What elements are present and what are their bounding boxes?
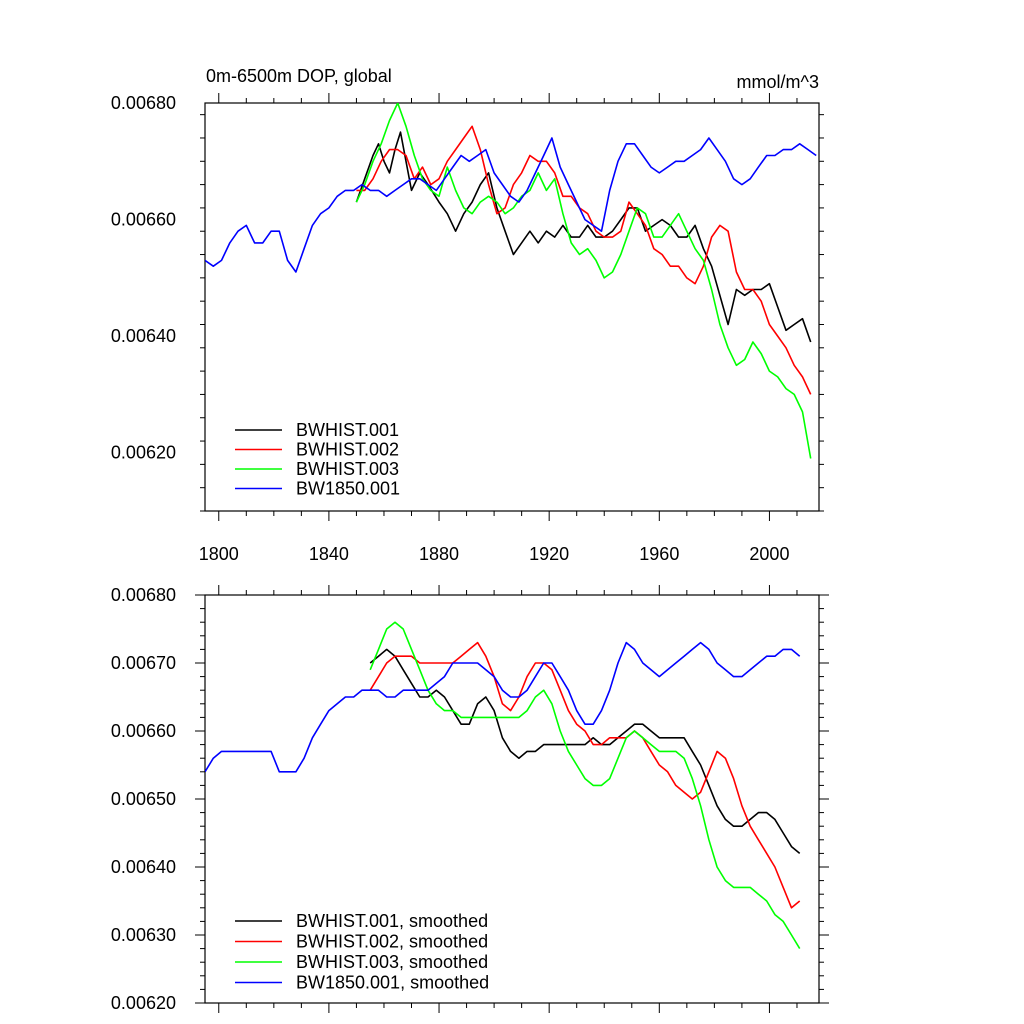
x-tick-label: 2000 bbox=[749, 544, 789, 564]
series-line-1 bbox=[355, 131, 812, 343]
y-tick-label: 0.00620 bbox=[111, 993, 176, 1013]
top-panel: 0m-6500m DOP, global mmol/m^3 1800 1840 18… bbox=[111, 66, 824, 564]
series-line-4 bbox=[205, 641, 801, 773]
x-tick-label: 1800 bbox=[199, 544, 239, 564]
bottom-panel: 0.00620 0.00630 0.00640 0.00650 0.00660 0.006… bbox=[111, 585, 829, 1013]
legend-label: BW1850.001 bbox=[296, 479, 400, 499]
series-line-4 bbox=[205, 137, 817, 273]
plot-frame bbox=[204, 102, 820, 512]
y-tick-label: 0.00620 bbox=[111, 443, 176, 463]
y-tick-label: 0.00680 bbox=[111, 93, 176, 113]
legend-label: BWHIST.003, smoothed bbox=[296, 952, 488, 972]
y-tick-label: 0.00640 bbox=[111, 857, 176, 877]
series-line-3 bbox=[369, 621, 801, 950]
series-line-3 bbox=[355, 103, 812, 459]
legend-label: BWHIST.002, smoothed bbox=[296, 932, 488, 952]
series-line-2 bbox=[369, 641, 801, 909]
top-panel-title: 0m-6500m DOP, global bbox=[206, 66, 392, 86]
top-panel-units: mmol/m^3 bbox=[737, 72, 819, 92]
y-tick-label: 0.00640 bbox=[111, 326, 176, 346]
y-tick-label: 0.00670 bbox=[111, 653, 176, 673]
y-tick-label: 0.00660 bbox=[111, 210, 176, 230]
series-line-1 bbox=[369, 648, 801, 855]
y-tick-label: 0.00660 bbox=[111, 721, 176, 741]
y-tick-label: 0.00650 bbox=[111, 789, 176, 809]
x-tick-label: 1920 bbox=[529, 544, 569, 564]
y-tick-label: 0.00630 bbox=[111, 925, 176, 945]
legend-label: BWHIST.002 bbox=[296, 440, 399, 460]
legend-label: BWHIST.001, smoothed bbox=[296, 911, 488, 931]
y-tick-label: 0.00680 bbox=[111, 585, 176, 605]
legend-label: BW1850.001, smoothed bbox=[296, 973, 489, 993]
legend-label: BWHIST.001 bbox=[296, 420, 399, 440]
series-line-2 bbox=[356, 125, 812, 395]
x-tick-label: 1880 bbox=[419, 544, 459, 564]
x-tick-label: 1960 bbox=[639, 544, 679, 564]
legend-label: BWHIST.003 bbox=[296, 459, 399, 479]
x-tick-label: 1840 bbox=[309, 544, 349, 564]
